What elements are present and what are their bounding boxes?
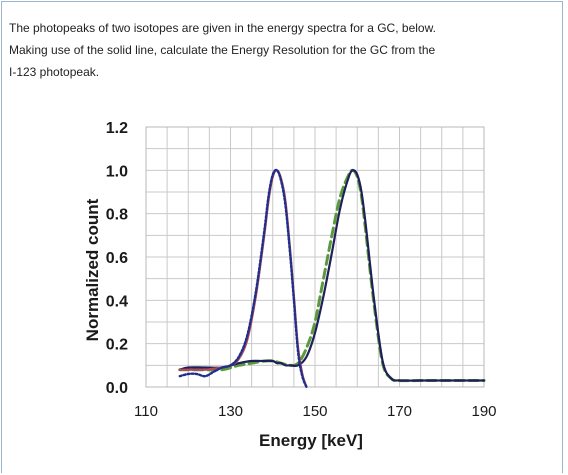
y-tick-label: 1.0 — [106, 163, 128, 180]
x-axis-ticks: 110 130 150 170 190 — [134, 403, 496, 420]
x-tick-label: 170 — [387, 403, 412, 420]
x-tick-label: 190 — [471, 403, 496, 420]
y-axis-ticks: 0.0 0.2 0.4 0.6 0.8 1.0 1.2 — [106, 120, 128, 397]
question-line-2: Making use of the solid line, calculate … — [9, 43, 436, 57]
x-tick-label: 130 — [218, 403, 243, 420]
question-text: The photopeaks of two isotopes are given… — [9, 17, 554, 83]
y-tick-label: 0.8 — [106, 207, 128, 224]
y-tick-label: 0.0 — [106, 380, 128, 397]
chart-grid — [145, 126, 485, 388]
y-axis-label: Normalized count — [83, 198, 102, 341]
y-tick-label: 0.4 — [106, 293, 128, 310]
chart-series — [178, 168, 486, 389]
series-line-dotted-3 — [178, 168, 308, 389]
x-axis-label: Energy [keV] — [259, 431, 363, 450]
y-tick-label: 0.2 — [106, 337, 128, 354]
y-tick-label: 0.6 — [106, 250, 128, 267]
y-tick-label: 1.2 — [106, 120, 128, 137]
question-line-3: I-123 photopeak. — [9, 65, 100, 79]
question-line-1: The photopeaks of two isotopes are given… — [9, 21, 436, 35]
x-tick-label: 110 — [134, 403, 158, 420]
x-tick-label: 150 — [302, 403, 327, 420]
plot-border — [145, 126, 485, 388]
series-line-solid-0 — [178, 169, 486, 382]
series-line-dashed-1 — [178, 168, 486, 383]
